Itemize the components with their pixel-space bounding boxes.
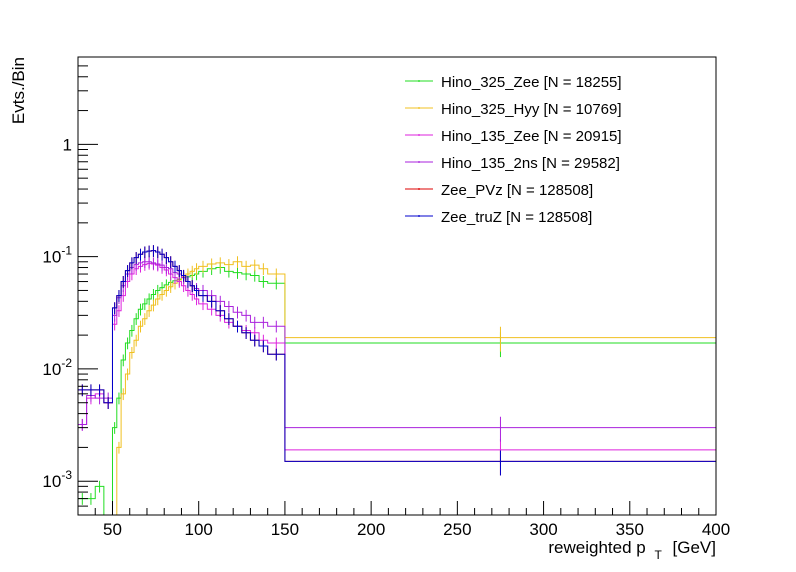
x-tick-label: 150: [271, 520, 299, 539]
y-tick-label: 10-1: [42, 244, 72, 267]
x-tick-label: 100: [185, 520, 213, 539]
legend-label: Zee_truZ [N = 128508]: [441, 209, 592, 226]
series-line-4: [78, 250, 716, 462]
legend: Hino_325_Zee [N = 18255] Hino_325_Hyy [N …: [405, 74, 622, 226]
x-tick-label: 50: [103, 520, 122, 539]
x-axis-label-unit: [GeV]: [673, 538, 716, 557]
series-line-3: [78, 261, 716, 429]
histogram-layer: [78, 245, 716, 516]
y-tick-label: 10-2: [42, 356, 72, 379]
x-axis-label: reweighted p T [GeV]: [548, 538, 716, 563]
x-axis-label-subscript: T: [654, 548, 662, 562]
plot-frame: [77, 56, 717, 516]
x-tick-label: 200: [357, 520, 385, 539]
y-tick-label: 1: [63, 135, 72, 154]
series-line-2: [78, 262, 716, 451]
series-line-5: [78, 250, 716, 462]
y-axis-label: Evts./Bin: [9, 57, 28, 124]
x-tick-label: 400: [702, 520, 730, 539]
series-line-0: [78, 267, 716, 516]
legend-label: Hino_325_Hyy [N = 10769]: [441, 101, 622, 118]
x-tick-label: 250: [443, 520, 471, 539]
legend-label: Hino_135_Zee [N = 20915]: [441, 128, 622, 145]
y-tick-label: 10-3: [42, 468, 72, 491]
x-tick-label: 350: [616, 520, 644, 539]
x-tick-label: 300: [529, 520, 557, 539]
legend-label: Hino_325_Zee [N = 18255]: [441, 74, 622, 91]
legend-label: Zee_PVz [N = 128508]: [441, 182, 593, 199]
legend-label: Hino_135_2ns [N = 29582]: [441, 155, 620, 172]
series-line-1: [78, 261, 716, 516]
x-axis-label-main: reweighted p: [548, 538, 645, 557]
axis-layer: 50 100 150 200 250 300 350 400 10-3 10-2 10-1 1: [42, 56, 730, 539]
